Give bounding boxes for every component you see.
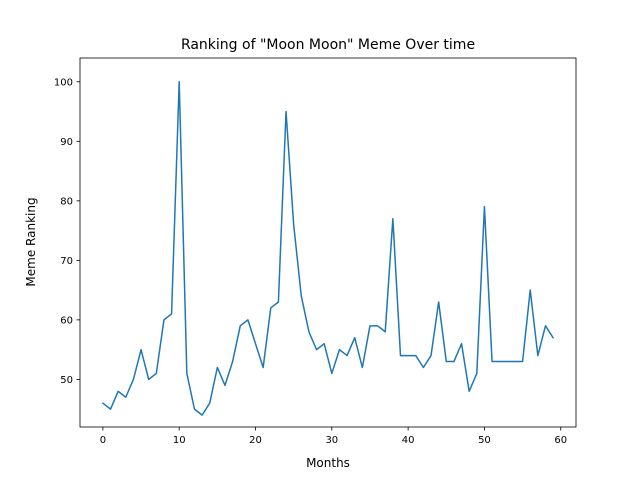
y-tick-label: 60 — [60, 315, 73, 326]
x-tick-label: 10 — [173, 435, 186, 446]
y-axis: 50 60 70 80 90 100 — [54, 77, 80, 386]
y-tick-label: 100 — [54, 77, 73, 88]
y-tick-label: 50 — [60, 375, 73, 386]
x-tick-label: 40 — [402, 435, 415, 446]
y-tick-label: 70 — [60, 256, 73, 267]
x-tick-label: 20 — [249, 435, 262, 446]
plot-area — [79, 57, 577, 428]
y-tick-label: 80 — [60, 196, 73, 207]
x-axis-label: Months — [306, 456, 350, 470]
x-axis: 0 10 20 30 40 50 60 — [100, 427, 567, 446]
x-tick-label: 50 — [478, 435, 491, 446]
plot-frame — [79, 57, 577, 428]
x-tick-label: 30 — [325, 435, 338, 446]
x-tick-label: 0 — [100, 435, 106, 446]
x-tick-label: 60 — [554, 435, 567, 446]
series-line-0 — [102, 81, 554, 416]
y-tick-label: 90 — [60, 137, 73, 148]
y-axis-label: Meme Ranking — [24, 197, 38, 286]
chart-title: Ranking of "Moon Moon" Meme Over time — [181, 37, 475, 53]
